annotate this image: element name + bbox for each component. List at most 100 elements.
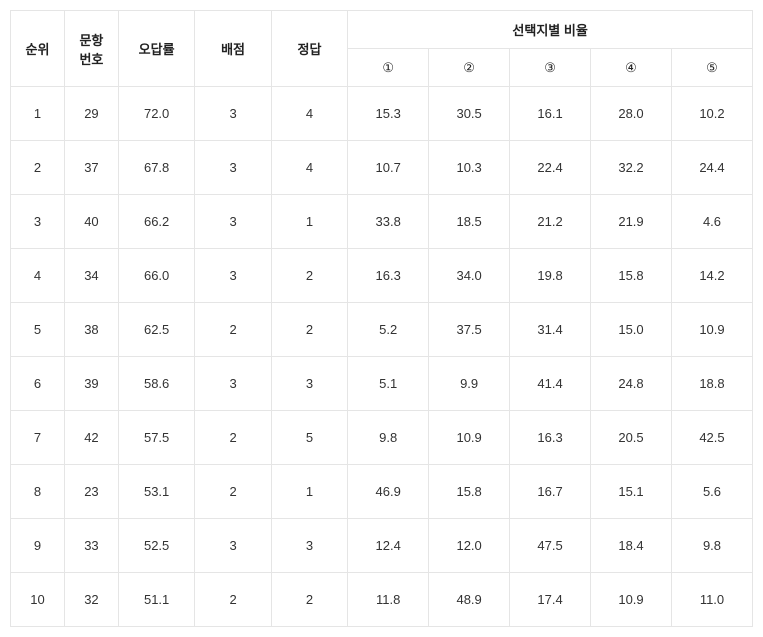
cell-rank: 7 <box>11 411 65 465</box>
cell-choice-1: 10.7 <box>348 141 429 195</box>
header-choice-3: ③ <box>510 49 591 87</box>
cell-rank: 5 <box>11 303 65 357</box>
cell-score: 2 <box>195 303 271 357</box>
cell-rank: 2 <box>11 141 65 195</box>
cell-choice-1: 5.1 <box>348 357 429 411</box>
cell-wrong-rate: 53.1 <box>118 465 194 519</box>
cell-answer: 2 <box>271 249 347 303</box>
cell-wrong-rate: 72.0 <box>118 87 194 141</box>
cell-choice-3: 17.4 <box>510 573 591 627</box>
header-qnum: 문항 번호 <box>64 11 118 87</box>
cell-answer: 2 <box>271 303 347 357</box>
cell-choice-1: 11.8 <box>348 573 429 627</box>
cell-answer: 5 <box>271 411 347 465</box>
cell-choice-2: 9.9 <box>429 357 510 411</box>
cell-qnum: 34 <box>64 249 118 303</box>
table-row: 43466.03216.334.019.815.814.2 <box>11 249 753 303</box>
cell-choice-4: 15.0 <box>591 303 672 357</box>
header-row-1: 순위 문항 번호 오답률 배점 정답 선택지별 비율 <box>11 11 753 49</box>
cell-choice-2: 12.0 <box>429 519 510 573</box>
cell-choice-1: 15.3 <box>348 87 429 141</box>
table-row: 23767.83410.710.322.432.224.4 <box>11 141 753 195</box>
cell-rank: 6 <box>11 357 65 411</box>
table-row: 34066.23133.818.521.221.94.6 <box>11 195 753 249</box>
cell-choice-1: 12.4 <box>348 519 429 573</box>
table-row: 93352.53312.412.047.518.49.8 <box>11 519 753 573</box>
cell-qnum: 40 <box>64 195 118 249</box>
header-rank: 순위 <box>11 11 65 87</box>
cell-choice-4: 32.2 <box>591 141 672 195</box>
header-score: 배점 <box>195 11 271 87</box>
cell-choice-1: 5.2 <box>348 303 429 357</box>
table-row: 53862.5225.237.531.415.010.9 <box>11 303 753 357</box>
cell-choice-4: 10.9 <box>591 573 672 627</box>
cell-answer: 3 <box>271 357 347 411</box>
cell-rank: 9 <box>11 519 65 573</box>
header-choice-group: 선택지별 비율 <box>348 11 753 49</box>
cell-wrong-rate: 51.1 <box>118 573 194 627</box>
cell-choice-1: 9.8 <box>348 411 429 465</box>
cell-qnum: 23 <box>64 465 118 519</box>
cell-choice-2: 10.9 <box>429 411 510 465</box>
cell-choice-2: 15.8 <box>429 465 510 519</box>
header-choice-5: ⑤ <box>671 49 752 87</box>
stats-table: 순위 문항 번호 오답률 배점 정답 선택지별 비율 ① ② ③ ④ ⑤ 129… <box>10 10 753 627</box>
table-row: 12972.03415.330.516.128.010.2 <box>11 87 753 141</box>
cell-qnum: 32 <box>64 573 118 627</box>
cell-choice-3: 19.8 <box>510 249 591 303</box>
cell-choice-2: 10.3 <box>429 141 510 195</box>
header-wrong-rate: 오답률 <box>118 11 194 87</box>
header-choice-4: ④ <box>591 49 672 87</box>
table-row: 103251.12211.848.917.410.911.0 <box>11 573 753 627</box>
cell-choice-2: 18.5 <box>429 195 510 249</box>
cell-rank: 1 <box>11 87 65 141</box>
cell-choice-4: 24.8 <box>591 357 672 411</box>
table-body: 12972.03415.330.516.128.010.223767.83410… <box>11 87 753 627</box>
cell-qnum: 33 <box>64 519 118 573</box>
cell-choice-4: 20.5 <box>591 411 672 465</box>
table-row: 74257.5259.810.916.320.542.5 <box>11 411 753 465</box>
cell-choice-1: 33.8 <box>348 195 429 249</box>
cell-choice-2: 30.5 <box>429 87 510 141</box>
cell-score: 3 <box>195 141 271 195</box>
cell-choice-2: 37.5 <box>429 303 510 357</box>
header-answer: 정답 <box>271 11 347 87</box>
header-choice-2: ② <box>429 49 510 87</box>
cell-answer: 3 <box>271 519 347 573</box>
cell-choice-3: 31.4 <box>510 303 591 357</box>
cell-answer: 2 <box>271 573 347 627</box>
cell-answer: 4 <box>271 87 347 141</box>
cell-answer: 1 <box>271 195 347 249</box>
cell-choice-2: 48.9 <box>429 573 510 627</box>
cell-choice-4: 28.0 <box>591 87 672 141</box>
cell-answer: 1 <box>271 465 347 519</box>
cell-choice-5: 18.8 <box>671 357 752 411</box>
cell-wrong-rate: 57.5 <box>118 411 194 465</box>
cell-choice-3: 47.5 <box>510 519 591 573</box>
cell-qnum: 42 <box>64 411 118 465</box>
cell-qnum: 38 <box>64 303 118 357</box>
table-header: 순위 문항 번호 오답률 배점 정답 선택지별 비율 ① ② ③ ④ ⑤ <box>11 11 753 87</box>
cell-choice-1: 46.9 <box>348 465 429 519</box>
cell-choice-1: 16.3 <box>348 249 429 303</box>
cell-choice-4: 18.4 <box>591 519 672 573</box>
cell-rank: 10 <box>11 573 65 627</box>
cell-choice-5: 9.8 <box>671 519 752 573</box>
cell-wrong-rate: 58.6 <box>118 357 194 411</box>
cell-choice-3: 16.3 <box>510 411 591 465</box>
cell-choice-5: 24.4 <box>671 141 752 195</box>
cell-wrong-rate: 66.2 <box>118 195 194 249</box>
table-row: 82353.12146.915.816.715.15.6 <box>11 465 753 519</box>
cell-choice-5: 14.2 <box>671 249 752 303</box>
cell-choice-3: 22.4 <box>510 141 591 195</box>
cell-score: 2 <box>195 465 271 519</box>
cell-score: 3 <box>195 87 271 141</box>
cell-score: 3 <box>195 357 271 411</box>
cell-score: 3 <box>195 519 271 573</box>
cell-rank: 8 <box>11 465 65 519</box>
cell-choice-5: 10.2 <box>671 87 752 141</box>
cell-choice-5: 11.0 <box>671 573 752 627</box>
cell-qnum: 37 <box>64 141 118 195</box>
cell-choice-3: 16.7 <box>510 465 591 519</box>
cell-choice-3: 16.1 <box>510 87 591 141</box>
